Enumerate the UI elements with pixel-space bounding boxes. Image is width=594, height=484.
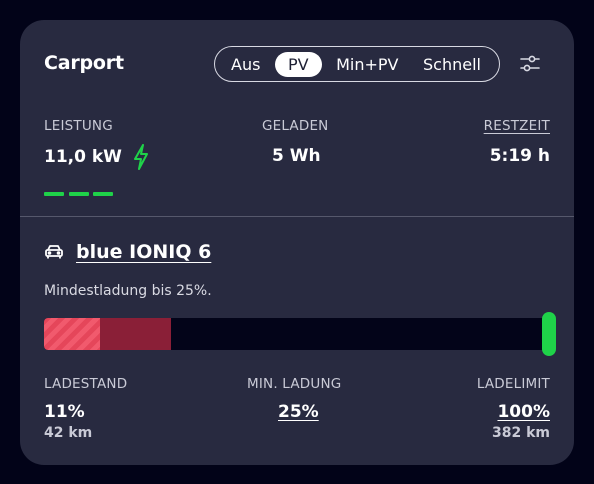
- min-charge-hint: Mindestladung bis 25%.: [44, 283, 212, 299]
- sliders-icon[interactable]: [518, 52, 542, 76]
- power-indicator-dash: [69, 192, 89, 196]
- soc-label: LADESTAND: [44, 376, 128, 392]
- power-value: 11,0 kW: [44, 147, 122, 167]
- car-icon: [44, 244, 64, 260]
- soc-segment: [44, 318, 100, 350]
- vehicle-name-link[interactable]: blue IONIQ 6: [76, 241, 212, 263]
- min-charge-segment: [99, 318, 171, 350]
- mode-fast-button[interactable]: Schnell: [423, 54, 481, 74]
- min-charge-value[interactable]: 25%: [278, 402, 319, 422]
- limit-label: LADELIMIT: [476, 376, 550, 392]
- remaining-time-value: 5:19 h: [489, 146, 550, 166]
- mode-minpv-button[interactable]: Min+PV: [336, 54, 399, 74]
- divider: [20, 216, 574, 217]
- limit-range: 382 km: [492, 425, 550, 441]
- loadpoint-card: Carport Aus PV Min+PV Schnell LEISTUNG 1…: [20, 20, 574, 465]
- charge-limit-handle[interactable]: [542, 312, 556, 356]
- lightning-icon: [132, 144, 150, 170]
- power-indicator-dash: [44, 192, 64, 196]
- power-label: LEISTUNG: [44, 118, 113, 134]
- limit-value[interactable]: 100%: [497, 402, 550, 422]
- charge-bar[interactable]: [44, 318, 551, 350]
- remaining-time-label[interactable]: RESTZEIT: [483, 118, 550, 134]
- mode-selector[interactable]: Aus PV Min+PV Schnell: [214, 46, 500, 82]
- soc-range: 42 km: [44, 425, 93, 441]
- mode-off-button[interactable]: Aus: [231, 54, 261, 74]
- power-indicator-dash: [93, 192, 113, 196]
- loadpoint-title: Carport: [44, 52, 124, 74]
- power-value-row: 11,0 kW: [44, 144, 150, 170]
- min-charge-label: MIN. LADUNG: [247, 376, 342, 392]
- soc-value: 11%: [44, 402, 85, 422]
- charged-label: GELADEN: [262, 118, 329, 134]
- mode-pv-button[interactable]: PV: [274, 51, 322, 77]
- charged-value: 5 Wh: [272, 146, 321, 166]
- vehicle-row: blue IONIQ 6: [44, 241, 211, 263]
